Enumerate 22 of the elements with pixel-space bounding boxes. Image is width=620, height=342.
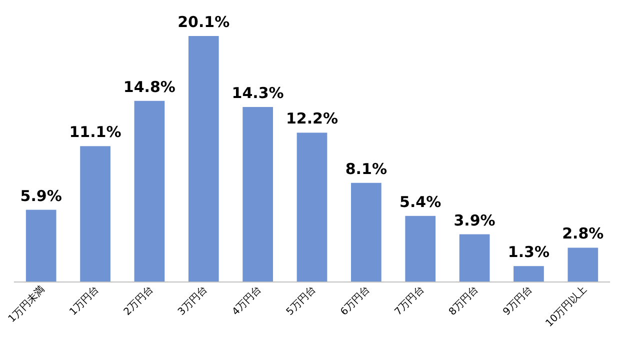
x-tick-label: 7万円台 [392,284,426,318]
data-label: 11.1% [69,123,122,142]
data-label: 20.1% [178,13,230,31]
data-label: 1.3% [508,243,550,262]
x-tick-label: 8万円台 [446,284,481,318]
x-tick-label: 1万円未満 [6,284,48,325]
x-tick-label: 9万円台 [500,284,535,318]
x-tick-label: 3万円台 [176,284,210,318]
data-label: 14.8% [123,78,176,96]
x-tick-label: 5万円台 [284,284,318,318]
data-label: 3.9% [454,211,496,230]
x-tick-label: 4万円台 [230,284,264,318]
data-label: 5.9% [20,186,62,205]
x-tick-label: 2万円台 [121,284,156,318]
x-tick-label: 10万円以上 [543,284,590,330]
data-label: 12.2% [286,110,338,128]
x-tick-label: 1万円台 [67,284,102,318]
data-label: 2.8% [562,224,604,243]
x-tick-label: 6万円台 [338,284,372,318]
data-label: 14.3% [232,84,284,102]
data-label: 5.4% [400,192,442,211]
data-label: 8.1% [345,160,387,178]
